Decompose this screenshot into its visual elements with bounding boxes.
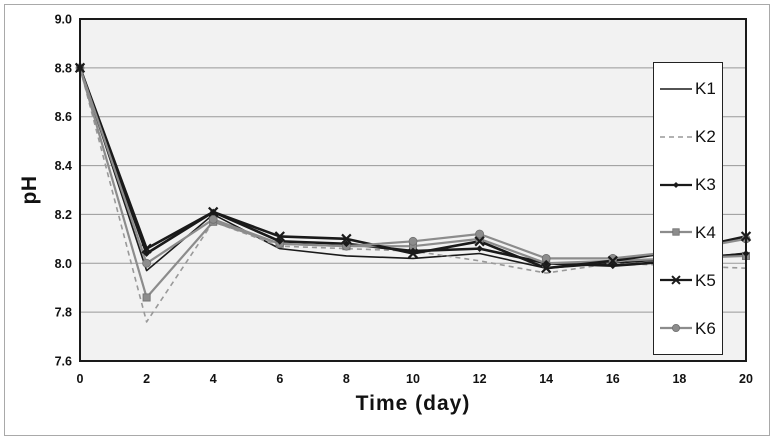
legend-sample-diamond xyxy=(660,181,692,188)
legend-sample-none xyxy=(660,135,692,138)
diamond-marker xyxy=(476,245,483,253)
legend-item-K1: K1 xyxy=(659,80,722,97)
plot-background xyxy=(80,19,746,361)
y-tick-label: 7.6 xyxy=(55,355,72,369)
legend: K1 K2 K3 K4 K5 K6 xyxy=(653,62,723,355)
x-tick-label: 16 xyxy=(606,372,620,386)
circle-marker xyxy=(408,236,418,246)
legend-item-K6: K6 xyxy=(659,320,722,337)
x-marker xyxy=(541,262,552,274)
legend-label: K1 xyxy=(695,79,716,99)
legend-item-K3: K3 xyxy=(659,176,722,193)
x-marker xyxy=(474,236,485,247)
legend-label: K3 xyxy=(695,175,716,195)
y-tick-label: 8.0 xyxy=(55,257,72,271)
x-tick-label: 8 xyxy=(343,372,350,386)
circle-marker xyxy=(671,324,680,333)
x-marker xyxy=(607,255,618,267)
y-tick-label: 8.2 xyxy=(55,208,72,222)
y-axis-title: pH xyxy=(18,175,41,205)
x-marker xyxy=(407,248,419,259)
square-marker xyxy=(142,293,151,302)
legend-label: K2 xyxy=(695,127,716,147)
circle-marker xyxy=(142,258,152,268)
x-tick-label: 0 xyxy=(77,372,84,386)
legend-item-K4: K4 xyxy=(659,224,722,241)
legend-item-K5: K5 xyxy=(659,272,722,289)
x-tick-label: 6 xyxy=(276,372,283,386)
y-tick-label: 8.4 xyxy=(55,159,72,173)
x-marker xyxy=(341,233,352,245)
x-tick-label: 20 xyxy=(739,372,753,386)
circle-marker xyxy=(208,214,218,224)
legend-sample-x xyxy=(660,275,692,285)
diamond-marker xyxy=(409,247,417,255)
plot-border xyxy=(79,18,747,362)
legend-sample-circle xyxy=(660,324,692,333)
legend-label: K5 xyxy=(695,270,716,290)
diamond-marker xyxy=(672,181,680,188)
square-marker xyxy=(672,228,680,237)
legend-label: K4 xyxy=(695,222,716,242)
y-tick-label: 7.8 xyxy=(55,306,72,320)
x-tick-label: 18 xyxy=(672,372,686,386)
legend-label: K6 xyxy=(695,318,716,338)
x-tick-label: 2 xyxy=(143,372,150,386)
y-tick-label: 8.8 xyxy=(55,61,72,75)
legend-sample-square xyxy=(660,228,692,237)
x-marker xyxy=(141,243,152,254)
x-tick-label: 12 xyxy=(473,372,487,386)
legend-item-K2: K2 xyxy=(659,128,722,145)
x-marker xyxy=(671,275,681,285)
circle-marker xyxy=(475,229,485,239)
y-tick-label: 8.6 xyxy=(55,110,72,124)
x-tick-label: 10 xyxy=(406,372,420,386)
y-tick-label: 9.0 xyxy=(55,13,72,27)
x-tick-label: 4 xyxy=(210,372,217,386)
x-axis-title: Time (day) xyxy=(355,392,471,415)
x-tick-label: 14 xyxy=(539,372,553,386)
legend-sample-none xyxy=(660,88,692,90)
x-marker xyxy=(274,231,285,242)
x-marker xyxy=(208,206,219,218)
